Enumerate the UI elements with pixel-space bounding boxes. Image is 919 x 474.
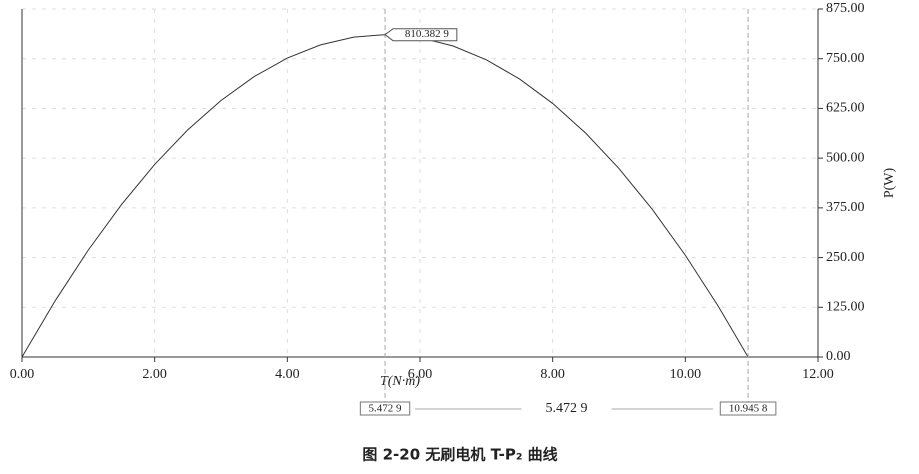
x-axis-label: T(N·m) [380, 374, 420, 389]
x-tick-label: 12.00 [802, 367, 834, 382]
cursor-label-box [359, 401, 411, 416]
x-tick-label: 4.00 [275, 367, 300, 382]
delta-label: 5.472 9 [546, 401, 588, 416]
y-axis-label: P(W) [882, 168, 897, 199]
cursor-label: 10.945 8 [729, 403, 768, 415]
caption: 图 2-20 无刷电机 T-P₂ 曲线 [362, 446, 557, 464]
peak-label: 810.382 9 [405, 28, 450, 40]
x-tick-label: 10.00 [670, 367, 702, 382]
y-tick-label: 375.00 [826, 200, 865, 215]
x-tick-label: 6.00 [408, 367, 433, 382]
peak-label-box [384, 28, 458, 42]
x-tick-label: 0.00 [10, 367, 35, 382]
y-tick-label: 500.00 [826, 150, 865, 165]
cursor-label: 5.472 9 [369, 403, 403, 415]
y-tick-label: 875.00 [826, 1, 865, 16]
x-tick-label: 2.00 [142, 367, 167, 382]
y-tick-label: 625.00 [826, 101, 865, 116]
y-tick-label: 125.00 [826, 300, 865, 315]
cursor-label-box [719, 401, 777, 416]
x-tick-label: 8.00 [540, 367, 565, 382]
y-tick-label: 750.00 [826, 51, 865, 66]
y-tick-label: 0.00 [826, 349, 851, 364]
y-tick-label: 250.00 [826, 250, 865, 265]
